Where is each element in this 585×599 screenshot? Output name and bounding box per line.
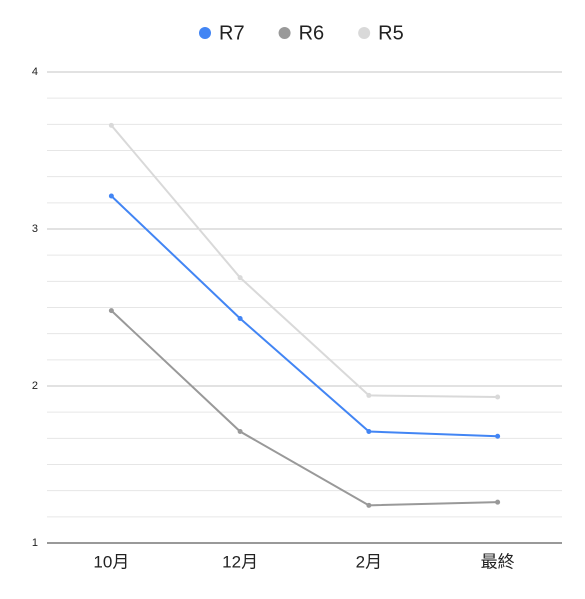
legend-marker [278,27,291,39]
y-tick-label: 1 [32,537,38,549]
data-point [237,275,243,281]
data-point [495,394,501,400]
legend-marker [199,27,211,39]
series-line [110,124,498,398]
data-point [108,193,114,199]
data-point [366,429,372,435]
data-point [495,433,501,439]
series-line [110,195,498,438]
legend-marker [358,27,371,39]
data-point [237,429,243,435]
legend-label: R6 [299,22,325,44]
y-tick-label: 3 [32,223,38,235]
data-point [495,499,501,505]
x-tick-label: 最終 [481,552,515,571]
data-point [108,308,114,314]
data-point [108,122,114,128]
data-point [366,502,372,508]
legend-label: R5 [378,22,404,44]
y-tick-label: 4 [32,66,38,78]
data-point [237,315,243,321]
x-tick-label: 12月 [222,552,258,571]
data-point [366,392,372,398]
y-tick-label: 2 [32,380,38,392]
x-tick-label: 2月 [356,552,382,571]
series-line [110,309,498,507]
x-tick-label: 10月 [93,552,129,571]
legend-label: R7 [219,22,245,44]
